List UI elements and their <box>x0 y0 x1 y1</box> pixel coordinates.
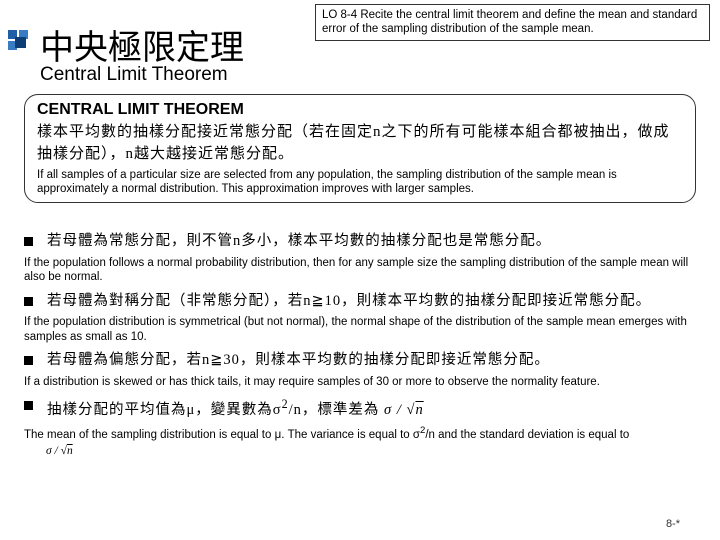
title-chinese: 中央極限定理 <box>40 20 244 69</box>
bullet-english: If the population follows a normal proba… <box>24 256 696 285</box>
list-item: 若母體為偏態分配，若n≧30，則樣本平均數的抽樣分配即接近常態分配。 <box>24 350 696 372</box>
bullet-chinese: 抽樣分配的平均值為μ，變異數為σ2/n，標準差為 σ / √n <box>47 395 424 422</box>
bullet-icon <box>24 401 33 410</box>
bullet-chinese: 若母體為對稱分配（非常態分配），若n≧10，則樣本平均數的抽樣分配即接近常態分配… <box>47 291 651 313</box>
bullet-icon <box>24 356 33 365</box>
lo-text: LO 8-4 Recite the central limit theorem … <box>322 9 697 35</box>
bullet-english: If a distribution is skewed or has thick… <box>24 375 696 389</box>
definition-english: If all samples of a particular size are … <box>37 168 683 197</box>
definition-box: CENTRAL LIMIT THEOREM 樣本平均數的抽樣分配接近常態分配（若… <box>24 94 696 203</box>
bullet-icon <box>24 237 33 246</box>
page-number: 8-* <box>666 518 680 530</box>
bullet-english: If the population distribution is symmet… <box>24 315 696 344</box>
definition-heading: CENTRAL LIMIT THEOREM <box>37 101 683 119</box>
definition-chinese: 樣本平均數的抽樣分配接近常態分配（若在固定n之下的所有可能樣本組合都被抽出，做成… <box>37 122 683 166</box>
bullet-english: The mean of the sampling distribution is… <box>24 425 696 459</box>
logo-icon <box>8 30 34 56</box>
bullet-chinese: 若母體為常態分配，則不管n多小，樣本平均數的抽樣分配也是常態分配。 <box>47 231 551 253</box>
bullet-chinese: 若母體為偏態分配，若n≧30，則樣本平均數的抽樣分配即接近常態分配。 <box>47 350 550 372</box>
list-item: 抽樣分配的平均值為μ，變異數為σ2/n，標準差為 σ / √n <box>24 395 696 422</box>
list-item: 若母體為對稱分配（非常態分配），若n≧10，則樣本平均數的抽樣分配即接近常態分配… <box>24 291 696 313</box>
formula: σ / √n <box>46 444 696 458</box>
list-item: 若母體為常態分配，則不管n多小，樣本平均數的抽樣分配也是常態分配。 <box>24 231 696 253</box>
bullet-icon <box>24 297 33 306</box>
learning-objective-box: LO 8-4 Recite the central limit theorem … <box>315 4 710 41</box>
title-english: Central Limit Theorem <box>40 64 228 86</box>
bullet-list: 若母體為常態分配，則不管n多小，樣本平均數的抽樣分配也是常態分配。 If the… <box>24 225 696 460</box>
